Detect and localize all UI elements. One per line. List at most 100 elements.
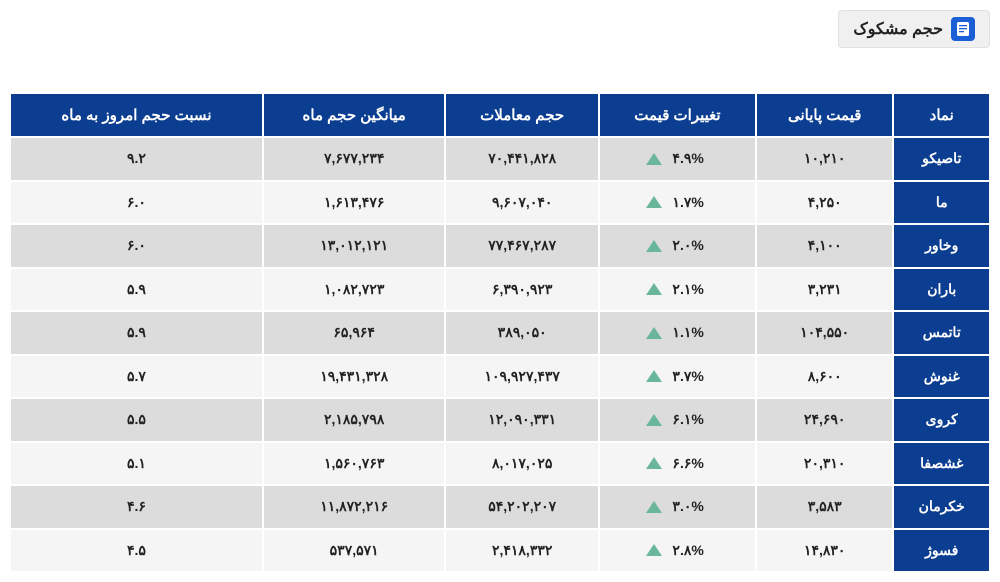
avg-volume-cell: ۵۳۷,۵۷۱ <box>263 529 445 573</box>
table-row: تاتمس۱۰۴,۵۵۰ ۱.۱% ۳۸۹,۰۵۰۶۵,۹۶۴۵.۹ <box>10 311 990 355</box>
up-arrow-icon <box>646 283 662 295</box>
up-arrow-icon <box>646 327 662 339</box>
volume-cell: ۳۸۹,۰۵۰ <box>445 311 599 355</box>
ratio-cell: ۴.۶ <box>10 485 263 529</box>
change-cell: ۲.۸% <box>599 529 756 573</box>
ratio-cell: ۹.۲ <box>10 137 263 181</box>
up-arrow-icon <box>646 501 662 513</box>
col-header-5: نسبت حجم امروز به ماه <box>10 93 263 137</box>
up-arrow-icon <box>646 370 662 382</box>
col-header-3: حجم معاملات <box>445 93 599 137</box>
col-header-2: تغییرات قیمت <box>599 93 756 137</box>
change-cell: ۶.۶% <box>599 442 756 486</box>
change-pct: ۱.۷% <box>672 194 708 211</box>
final-price-cell: ۲۰,۳۱۰ <box>756 442 894 486</box>
final-price-cell: ۳,۵۸۳ <box>756 485 894 529</box>
header-title: حجم مشکوک <box>853 19 943 39</box>
table-row: فسوژ۱۴,۸۳۰ ۲.۸% ۲,۴۱۸,۳۳۲۵۳۷,۵۷۱۴.۵ <box>10 529 990 573</box>
final-price-cell: ۱۴,۸۳۰ <box>756 529 894 573</box>
symbol-cell[interactable]: غشصفا <box>893 442 990 486</box>
table-row: تاصیکو۱۰,۲۱۰۴.۹%۷۰,۴۴۱,۸۲۸۷,۶۷۷,۲۳۴۹.۲ <box>10 137 990 181</box>
avg-volume-cell: ۶۵,۹۶۴ <box>263 311 445 355</box>
final-price-cell: ۴,۱۰۰ <box>756 224 894 268</box>
symbol-cell[interactable]: فسوژ <box>893 529 990 573</box>
col-header-0: نماد <box>893 93 990 137</box>
volume-cell: ۱۰۹,۹۲۷,۴۳۷ <box>445 355 599 399</box>
avg-volume-cell: ۱,۶۱۳,۴۷۶ <box>263 181 445 225</box>
change-pct: ۳.۰% <box>672 498 708 515</box>
ratio-cell: ۴.۵ <box>10 529 263 573</box>
symbol-cell[interactable]: غنوش <box>893 355 990 399</box>
table-body: تاصیکو۱۰,۲۱۰۴.۹%۷۰,۴۴۱,۸۲۸۷,۶۷۷,۲۳۴۹.۲ما… <box>10 137 990 572</box>
ratio-cell: ۵.۹ <box>10 268 263 312</box>
up-arrow-icon <box>646 240 662 252</box>
avg-volume-cell: ۱,۰۸۲,۷۲۳ <box>263 268 445 312</box>
table-row: کروی۲۴,۶۹۰ ۶.۱% ۱۲,۰۹۰,۳۳۱۲,۱۸۵,۷۹۸۵.۵ <box>10 398 990 442</box>
avg-volume-cell: ۷,۶۷۷,۲۳۴ <box>263 137 445 181</box>
change-cell: ۱.۱% <box>599 311 756 355</box>
up-arrow-icon <box>646 414 662 426</box>
table-row: خکرمان۳,۵۸۳ ۳.۰% ۵۴,۲۰۲,۲۰۷۱۱,۸۷۲,۲۱۶۴.۶ <box>10 485 990 529</box>
table-row: وخاور۴,۱۰۰ ۲.۰% ۷۷,۴۶۷,۲۸۷۱۳,۰۱۲,۱۲۱۶.۰ <box>10 224 990 268</box>
symbol-cell[interactable]: خکرمان <box>893 485 990 529</box>
change-pct: ۱.۱% <box>672 324 708 341</box>
change-pct: ۲.۸% <box>672 542 708 559</box>
symbol-cell[interactable]: وخاور <box>893 224 990 268</box>
volume-cell: ۶,۳۹۰,۹۲۳ <box>445 268 599 312</box>
change-cell: ۲.۰% <box>599 224 756 268</box>
change-cell: ۳.۰% <box>599 485 756 529</box>
ratio-cell: ۵.۱ <box>10 442 263 486</box>
col-header-4: میانگین حجم ماه <box>263 93 445 137</box>
avg-volume-cell: ۱,۵۶۰,۷۶۳ <box>263 442 445 486</box>
avg-volume-cell: ۱۳,۰۱۲,۱۲۱ <box>263 224 445 268</box>
final-price-cell: ۴,۲۵۰ <box>756 181 894 225</box>
symbol-cell[interactable]: باران <box>893 268 990 312</box>
final-price-cell: ۳,۲۳۱ <box>756 268 894 312</box>
avg-volume-cell: ۲,۱۸۵,۷۹۸ <box>263 398 445 442</box>
col-header-1: قیمت پایانی <box>756 93 894 137</box>
change-cell: ۳.۷% <box>599 355 756 399</box>
avg-volume-cell: ۱۹,۴۳۱,۳۲۸ <box>263 355 445 399</box>
volume-cell: ۸,۰۱۷,۰۲۵ <box>445 442 599 486</box>
ratio-cell: ۵.۵ <box>10 398 263 442</box>
table-row: ما۴,۲۵۰ ۱.۷% ۹,۶۰۷,۰۴۰۱,۶۱۳,۴۷۶۶.۰ <box>10 181 990 225</box>
up-arrow-icon <box>646 457 662 469</box>
final-price-cell: ۱۰۴,۵۵۰ <box>756 311 894 355</box>
table-row: غشصفا۲۰,۳۱۰ ۶.۶% ۸,۰۱۷,۰۲۵۱,۵۶۰,۷۶۳۵.۱ <box>10 442 990 486</box>
symbol-cell[interactable]: ما <box>893 181 990 225</box>
up-arrow-icon <box>646 544 662 556</box>
ratio-cell: ۶.۰ <box>10 181 263 225</box>
avg-volume-cell: ۱۱,۸۷۲,۲۱۶ <box>263 485 445 529</box>
final-price-cell: ۲۴,۶۹۰ <box>756 398 894 442</box>
table-row: غنوش۸,۶۰۰ ۳.۷% ۱۰۹,۹۲۷,۴۳۷۱۹,۴۳۱,۳۲۸۵.۷ <box>10 355 990 399</box>
table-head: نمادقیمت پایانیتغییرات قیمتحجم معاملاتمی… <box>10 93 990 137</box>
symbol-cell[interactable]: کروی <box>893 398 990 442</box>
document-icon <box>951 17 975 41</box>
change-pct: ۲.۱% <box>672 281 708 298</box>
change-pct: ۶.۱% <box>672 411 708 428</box>
volume-cell: ۲,۴۱۸,۳۳۲ <box>445 529 599 573</box>
volume-cell: ۹,۶۰۷,۰۴۰ <box>445 181 599 225</box>
ratio-cell: ۶.۰ <box>10 224 263 268</box>
volume-cell: ۱۲,۰۹۰,۳۳۱ <box>445 398 599 442</box>
symbol-cell[interactable]: تاصیکو <box>893 137 990 181</box>
change-pct: ۲.۰% <box>672 237 708 254</box>
change-pct: ۴.۹% <box>672 150 708 167</box>
table-row: باران۳,۲۳۱ ۲.۱% ۶,۳۹۰,۹۲۳۱,۰۸۲,۷۲۳۵.۹ <box>10 268 990 312</box>
volume-cell: ۷۷,۴۶۷,۲۸۷ <box>445 224 599 268</box>
volume-cell: ۵۴,۲۰۲,۲۰۷ <box>445 485 599 529</box>
change-cell: ۴.۹% <box>599 137 756 181</box>
ratio-cell: ۵.۹ <box>10 311 263 355</box>
suspicious-volume-table: نمادقیمت پایانیتغییرات قیمتحجم معاملاتمی… <box>10 93 990 572</box>
up-arrow-icon <box>646 153 662 165</box>
final-price-cell: ۱۰,۲۱۰ <box>756 137 894 181</box>
up-arrow-icon <box>646 196 662 208</box>
ratio-cell: ۵.۷ <box>10 355 263 399</box>
change-pct: ۶.۶% <box>672 455 708 472</box>
header-badge: حجم مشکوک <box>838 10 990 48</box>
change-cell: ۱.۷% <box>599 181 756 225</box>
change-pct: ۳.۷% <box>672 368 708 385</box>
final-price-cell: ۸,۶۰۰ <box>756 355 894 399</box>
symbol-cell[interactable]: تاتمس <box>893 311 990 355</box>
change-cell: ۶.۱% <box>599 398 756 442</box>
